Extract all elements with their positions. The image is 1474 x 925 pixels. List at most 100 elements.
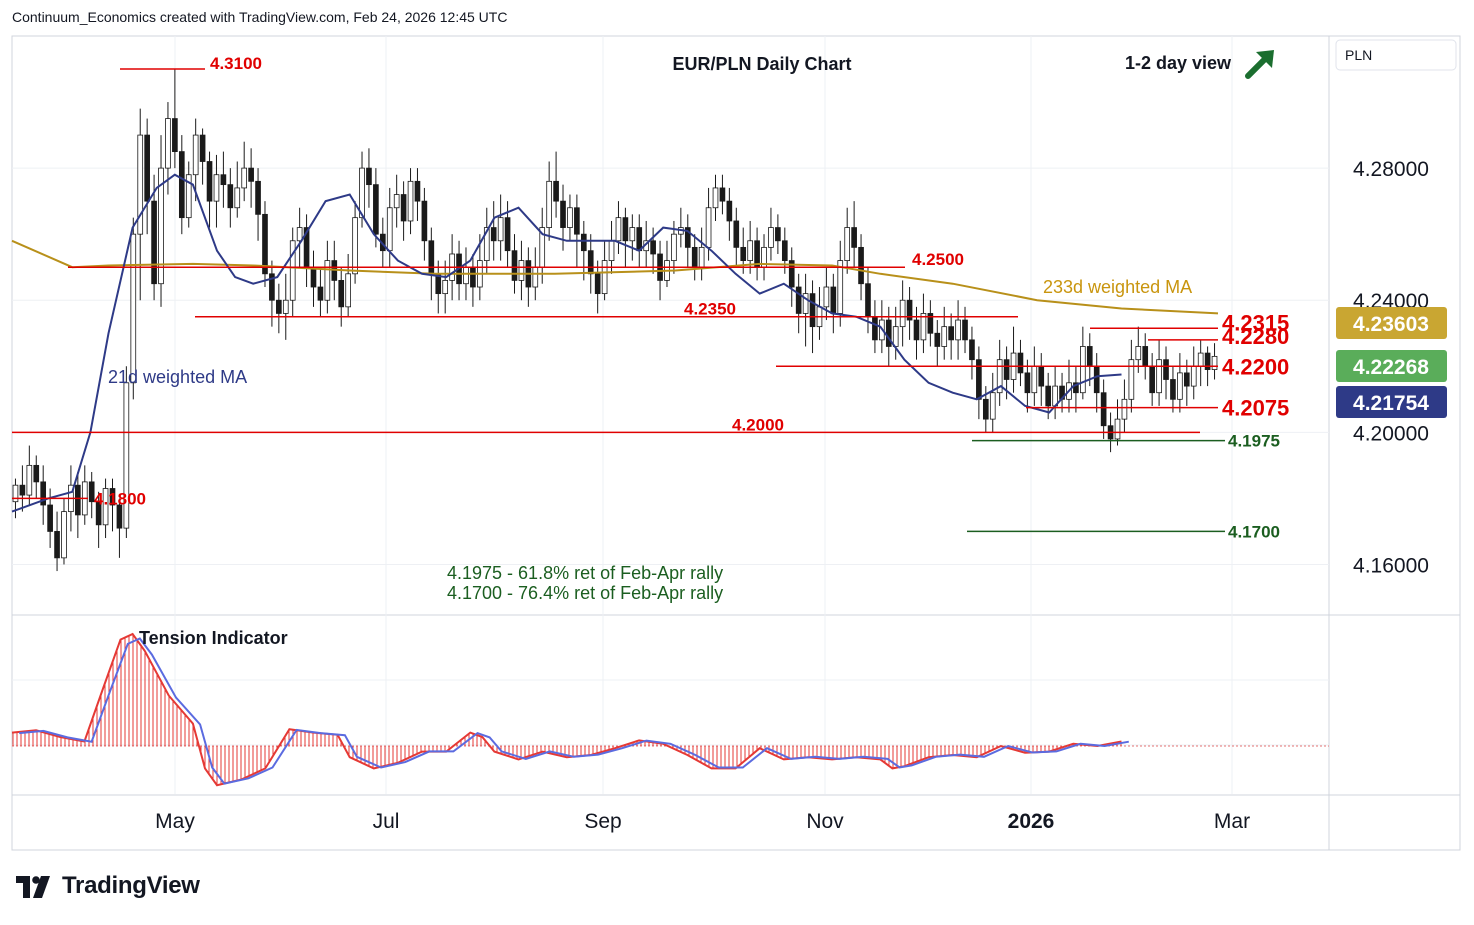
candle-body xyxy=(546,180,552,228)
price-tick-label: 4.20000 xyxy=(1353,422,1429,445)
candle xyxy=(989,372,996,433)
candle xyxy=(483,207,490,274)
candle-body xyxy=(726,200,733,222)
candle-body xyxy=(428,240,435,275)
candle xyxy=(816,287,823,340)
candle xyxy=(206,151,213,228)
candle-body xyxy=(137,134,144,235)
candle xyxy=(1156,339,1162,406)
candle-body xyxy=(386,207,393,252)
candle-body xyxy=(872,316,878,341)
candle-body xyxy=(802,293,809,314)
candle xyxy=(1142,333,1149,380)
candle xyxy=(102,478,109,539)
candle-body xyxy=(241,167,248,189)
currency-box xyxy=(1335,39,1457,71)
candle xyxy=(754,227,760,281)
arrow-head xyxy=(1256,50,1274,68)
candle xyxy=(130,217,137,400)
time-tick-label: 2026 xyxy=(1008,810,1055,833)
candle xyxy=(19,465,26,512)
candle xyxy=(123,366,130,539)
candle-body xyxy=(393,194,400,209)
candle xyxy=(400,181,407,241)
candle-body xyxy=(172,118,178,152)
candle-body xyxy=(19,484,26,496)
candle-body xyxy=(518,260,525,281)
candle-body xyxy=(809,293,816,328)
candle xyxy=(109,478,116,532)
candle-body xyxy=(629,227,636,242)
candle-body xyxy=(1163,359,1169,380)
candle xyxy=(574,194,580,268)
candle xyxy=(948,313,954,360)
candle xyxy=(899,280,906,347)
candle xyxy=(678,207,684,248)
time-tick-label: Nov xyxy=(806,810,844,833)
fib-annotation-61: 4.1975 - 61.8% ret of Feb-Apr rally xyxy=(447,563,723,583)
time-tick-label: May xyxy=(155,810,195,833)
candle-body xyxy=(775,227,781,242)
candle-body xyxy=(837,260,844,314)
candle-body xyxy=(740,246,747,261)
candle xyxy=(837,240,844,327)
candle xyxy=(1177,353,1183,413)
candle xyxy=(414,168,421,221)
candle xyxy=(428,227,435,301)
candle xyxy=(955,300,961,360)
candle xyxy=(733,207,740,268)
candle xyxy=(913,306,920,360)
candle xyxy=(629,214,636,261)
ma21-label: 21d weighted MA xyxy=(108,367,247,387)
candle-body xyxy=(1086,346,1093,367)
candle xyxy=(1066,359,1072,413)
candle xyxy=(345,253,351,317)
time-axis: May Jul Sep Nov 2026 Mar xyxy=(155,810,1250,833)
candle-body xyxy=(366,167,372,186)
candle-body xyxy=(54,531,60,559)
candle-body xyxy=(1170,379,1176,400)
candle-body xyxy=(213,174,220,202)
price-badge: 4.22268 xyxy=(1336,350,1447,382)
candle-body xyxy=(553,180,559,202)
candle-body xyxy=(130,233,137,384)
candle-body xyxy=(262,213,268,275)
candle-body xyxy=(269,273,275,301)
candle xyxy=(88,471,95,519)
candle-body xyxy=(206,161,213,202)
candle xyxy=(1059,372,1065,413)
candle xyxy=(262,201,268,288)
candle-body xyxy=(75,484,81,516)
level-label: 4.3100 xyxy=(210,54,262,73)
candle xyxy=(775,214,781,254)
candle-body xyxy=(400,194,407,222)
candle xyxy=(338,267,345,327)
candle-body xyxy=(310,266,317,288)
view-label: 1-2 day view xyxy=(1125,53,1232,73)
candle xyxy=(546,161,552,241)
candle-body xyxy=(1003,359,1010,380)
candle xyxy=(282,273,289,340)
candle-body xyxy=(795,286,802,314)
candle xyxy=(601,240,608,301)
candle xyxy=(781,227,788,274)
candle xyxy=(927,300,934,347)
candle-body xyxy=(227,184,234,209)
candle xyxy=(213,154,220,228)
candle xyxy=(511,234,518,294)
chart-attribution: Continuum_Economics created with Trading… xyxy=(12,9,508,25)
candle-body xyxy=(892,326,899,347)
candle-body xyxy=(719,187,726,202)
candle xyxy=(768,207,774,261)
candle-body xyxy=(608,240,615,261)
candle xyxy=(788,247,795,307)
fib-annotation-76: 4.1700 - 76.4% ret of Feb-Apr rally xyxy=(447,583,723,603)
candle xyxy=(248,148,254,208)
candle xyxy=(726,187,733,241)
price-badges: 4.23603 4.22268 4.21754 xyxy=(1336,307,1447,418)
candle-body xyxy=(920,313,927,341)
candle xyxy=(1190,346,1197,400)
candle xyxy=(580,220,587,281)
candle xyxy=(386,187,393,268)
